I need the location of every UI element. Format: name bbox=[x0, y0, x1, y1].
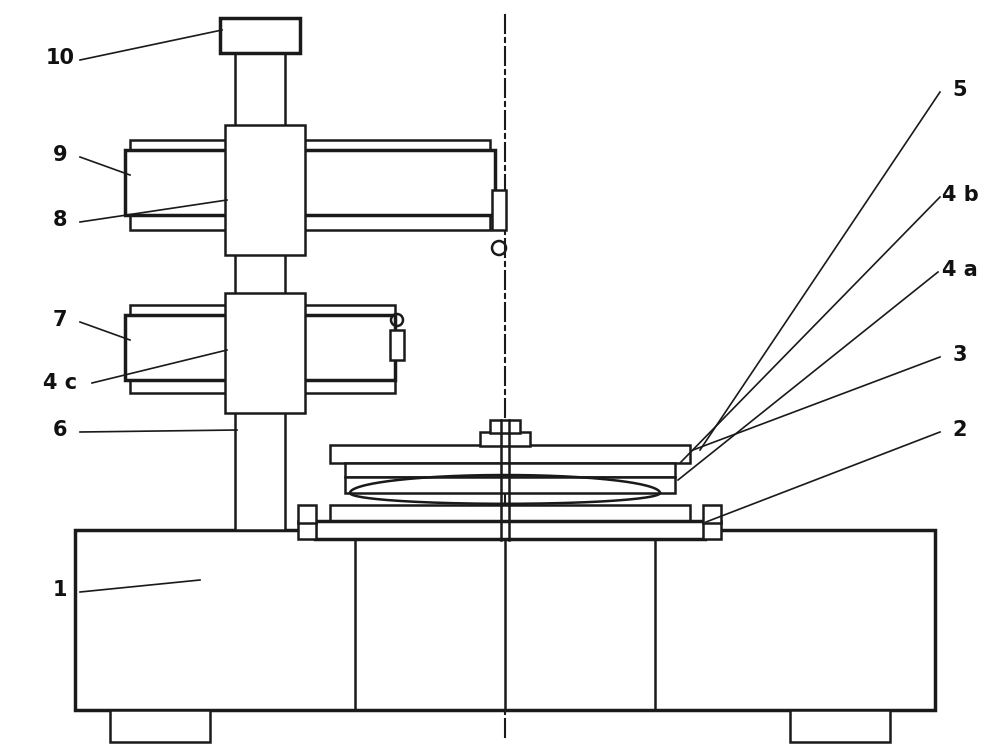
Bar bbox=[225, 125, 305, 255]
Bar bbox=[703, 505, 721, 523]
Bar bbox=[492, 190, 506, 230]
Text: 10: 10 bbox=[46, 48, 74, 68]
Bar bbox=[703, 521, 721, 539]
Bar bbox=[125, 150, 495, 215]
Text: 4 b: 4 b bbox=[942, 185, 978, 205]
Bar bbox=[480, 432, 530, 446]
Bar bbox=[225, 293, 305, 413]
Bar bbox=[298, 505, 316, 523]
Text: 4 c: 4 c bbox=[43, 373, 77, 393]
Bar bbox=[790, 710, 890, 742]
Bar bbox=[390, 330, 404, 360]
Bar bbox=[110, 710, 210, 742]
Bar bbox=[235, 30, 285, 530]
Text: 8: 8 bbox=[53, 210, 67, 230]
Text: 1: 1 bbox=[53, 580, 67, 600]
Bar bbox=[75, 530, 935, 710]
Text: 6: 6 bbox=[53, 420, 67, 440]
Text: 4 a: 4 a bbox=[942, 260, 978, 280]
Bar bbox=[125, 315, 395, 380]
Text: 5: 5 bbox=[953, 80, 967, 100]
Bar bbox=[298, 521, 316, 539]
Bar bbox=[490, 420, 520, 433]
Bar bbox=[220, 18, 300, 53]
Text: 9: 9 bbox=[53, 145, 67, 165]
Text: 3: 3 bbox=[953, 345, 967, 365]
Bar bbox=[330, 445, 690, 463]
Bar bbox=[130, 305, 395, 393]
Text: 2: 2 bbox=[953, 420, 967, 440]
Text: 7: 7 bbox=[53, 310, 67, 330]
Bar bbox=[130, 140, 490, 230]
Bar bbox=[345, 477, 675, 493]
Bar bbox=[315, 521, 705, 539]
Bar bbox=[345, 463, 675, 477]
Bar bbox=[330, 505, 690, 521]
